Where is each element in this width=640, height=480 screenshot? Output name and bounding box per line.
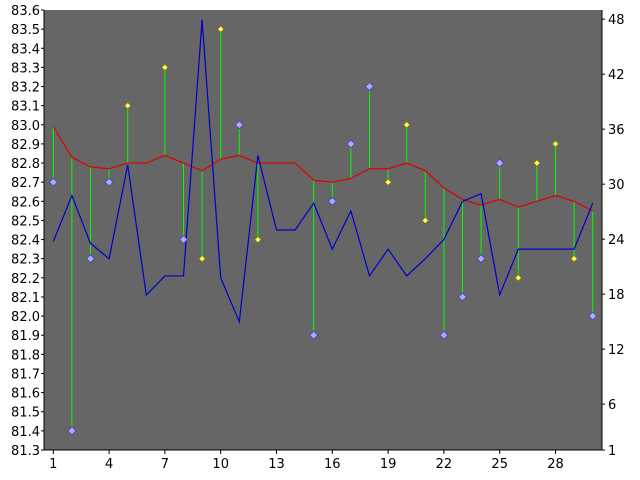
- left-tick-label: 82.7: [11, 176, 40, 191]
- right-tick-label: 18: [608, 288, 625, 303]
- left-tick-label: 83.6: [11, 4, 40, 19]
- blue-diamond-marker: [439, 330, 449, 340]
- data-markers: [48, 25, 598, 436]
- axes: [41, 9, 605, 454]
- left-tick-label: 81.4: [11, 425, 40, 440]
- left-tick-label: 82.0: [11, 310, 40, 325]
- left-tick-label: 81.7: [11, 367, 40, 382]
- yellow-diamond-marker: [217, 25, 225, 33]
- yellow-diamond-marker: [552, 140, 559, 148]
- left-tick-label: 81.5: [11, 406, 40, 421]
- left-tick-label: 83.5: [11, 23, 40, 38]
- blue-diamond-marker: [476, 254, 486, 264]
- yellow-diamond-marker: [514, 274, 522, 282]
- x-tick-label: 22: [436, 457, 453, 472]
- left-tick-label: 83.4: [11, 42, 40, 57]
- right-tick-label: 36: [608, 123, 625, 138]
- blue-series-line: [52, 19, 594, 325]
- blue-diamond-marker: [67, 426, 77, 436]
- x-tick-label: 16: [324, 457, 341, 472]
- blue-diamond-marker: [588, 311, 598, 321]
- right-tick-label: 24: [608, 233, 625, 248]
- yellow-diamond-marker: [198, 255, 206, 263]
- left-tick-label: 82.1: [11, 291, 40, 306]
- right-tick-label: 48: [608, 13, 625, 28]
- yellow-diamond-marker: [124, 102, 132, 110]
- yellow-diamond-marker: [421, 217, 429, 224]
- x-tick-label: 1: [49, 457, 57, 472]
- blue-diamond-marker: [85, 254, 96, 264]
- yellow-diamond-marker: [403, 121, 411, 129]
- x-tick-label: 19: [380, 457, 397, 472]
- left-tick-label: 81.6: [11, 387, 40, 402]
- left-tick-label: 82.3: [11, 253, 40, 268]
- blue-diamond-marker: [346, 139, 356, 149]
- left-tick-label: 81.8: [11, 348, 40, 363]
- yellow-diamond-marker: [570, 255, 578, 263]
- right-tick-label: 42: [608, 68, 625, 83]
- x-tick-label: 10: [212, 457, 229, 472]
- red-series-line: [52, 126, 593, 212]
- tick-labels: 81.3 81.4 81.5 81.6 81.7 81.8 81.9 82.0 82.1 82.2…: [11, 4, 625, 472]
- left-tick-label: 82.4: [11, 234, 40, 249]
- blue-diamond-marker: [495, 158, 505, 168]
- x-tick-label: 25: [491, 457, 508, 472]
- yellow-diamond-marker: [254, 236, 262, 243]
- blue-diamond-marker: [457, 292, 468, 302]
- left-tick-label: 83.2: [11, 81, 40, 96]
- left-tick-label: 81.3: [11, 444, 40, 459]
- left-tick-label: 82.8: [11, 157, 40, 172]
- blue-diamond-marker: [234, 120, 244, 130]
- blue-diamond-marker: [104, 177, 114, 187]
- series-lines: [52, 19, 594, 325]
- x-tick-label: 4: [105, 457, 113, 472]
- yellow-diamond-marker: [384, 178, 392, 186]
- blue-diamond-marker: [364, 81, 375, 92]
- x-tick-label: 28: [547, 457, 564, 472]
- blue-diamond-marker: [48, 177, 58, 187]
- left-tick-label: 82.6: [11, 195, 40, 210]
- yellow-diamond-marker: [161, 63, 169, 71]
- stem-lines: [52, 29, 594, 431]
- left-tick-label: 83.3: [11, 61, 40, 76]
- left-tick-label: 83.0: [11, 119, 40, 134]
- blue-diamond-marker: [178, 234, 189, 245]
- left-tick-label: 81.9: [11, 329, 40, 344]
- right-tick-label: 30: [608, 178, 625, 193]
- x-tick-label: 13: [268, 457, 285, 472]
- left-tick-label: 82.2: [11, 272, 40, 287]
- left-tick-label: 82.9: [11, 138, 40, 153]
- right-tick-label: 6: [608, 398, 616, 413]
- left-tick-label: 83.1: [11, 100, 40, 115]
- blue-diamond-marker: [327, 196, 337, 206]
- yellow-diamond-marker: [533, 159, 541, 167]
- right-tick-label: 1: [608, 444, 616, 459]
- right-tick-label: 12: [608, 343, 625, 358]
- x-tick-label: 7: [161, 457, 169, 472]
- left-tick-label: 82.5: [11, 214, 40, 229]
- blue-diamond-marker: [309, 330, 319, 340]
